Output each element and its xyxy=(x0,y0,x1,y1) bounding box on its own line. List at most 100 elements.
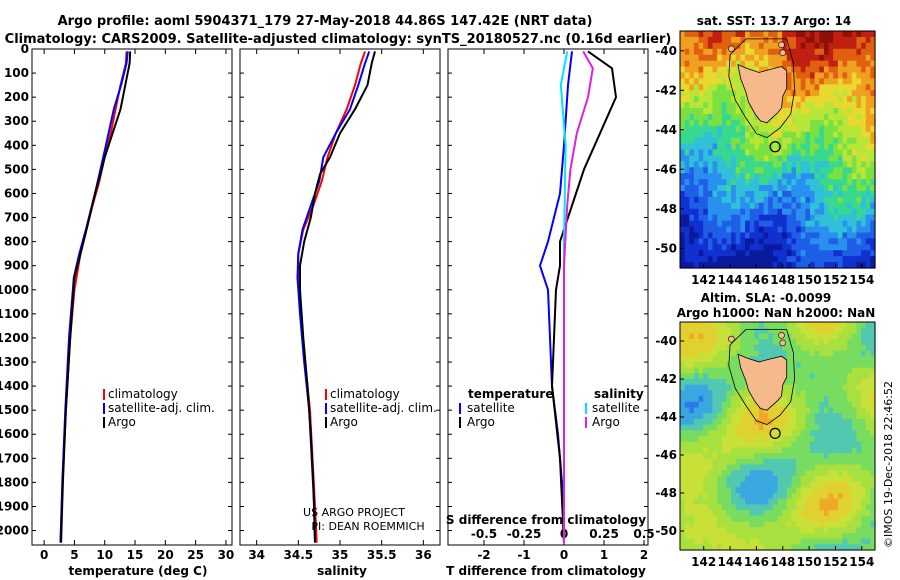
legend-label: satellite xyxy=(592,401,640,415)
x-tick-label: -2 xyxy=(477,548,490,562)
x-tick-label: 35.5 xyxy=(367,548,397,562)
imos-timestamp: ©IMOS 19-Dec-2018 22:46:52 xyxy=(882,381,895,548)
tasmania-land xyxy=(737,353,788,411)
map-y-tick-label: -42 xyxy=(655,372,677,386)
y-tick-label: 500 xyxy=(4,162,29,176)
map-x-tick-label: 150 xyxy=(797,273,822,287)
y-tick-label: 1100 xyxy=(0,307,29,321)
y-tick-label: 200 xyxy=(4,90,29,104)
x-tick-label: 5 xyxy=(70,548,78,562)
legend-label: climatology xyxy=(330,387,400,401)
map-y-tick-label: -44 xyxy=(655,123,677,137)
pi-annotation: PI: DEAN ROEMMICH xyxy=(311,520,424,533)
x-tick-label: 35 xyxy=(332,548,349,562)
y-tick-label: 300 xyxy=(4,114,29,128)
y-tick-label: 1600 xyxy=(0,427,29,441)
y-tick-label: 1300 xyxy=(0,355,29,369)
sla-map: 142 144 146 148 150 152 154 -40 -42 -44 -46 -48 -50 xyxy=(655,321,876,569)
sla-map-title-line2: Argo h1000: NaN h2000: NaN xyxy=(677,306,876,320)
map-x-tick-label: 152 xyxy=(823,273,848,287)
argo-position-marker xyxy=(769,427,781,439)
map-x-tick-label: 154 xyxy=(849,273,874,287)
project-annotation: US ARGO PROJECT xyxy=(303,506,405,519)
x-tick-label: 2 xyxy=(640,548,648,562)
legend-label: satellite xyxy=(467,401,515,415)
y-tick-label: 0 xyxy=(21,42,29,56)
map-raster xyxy=(680,322,876,551)
y-tick-label: 1200 xyxy=(0,331,29,345)
legend-label: satellite-adj. clim. xyxy=(108,401,215,415)
shelf-contour xyxy=(728,38,796,139)
x-tick-label: 10 xyxy=(96,548,113,562)
map-raster xyxy=(680,31,876,269)
x-tick-label: 30 xyxy=(218,548,235,562)
y-tick-label: 1400 xyxy=(0,379,29,393)
series-line-argo xyxy=(60,51,132,543)
map-x-tick-label: 146 xyxy=(744,555,769,569)
legend-label: Argo xyxy=(467,415,495,429)
map-x-tick-label: 150 xyxy=(797,555,822,569)
y-tick-label: 1900 xyxy=(0,499,29,513)
top-tick-label: -0.25 xyxy=(507,527,542,541)
map-x-tick-label: 142 xyxy=(691,555,716,569)
map-x-tick-label: 146 xyxy=(744,273,769,287)
series-line-argo xyxy=(299,51,376,543)
y-tick-label: 1500 xyxy=(0,403,29,417)
x-tick-label: 36 xyxy=(415,548,432,562)
salinity-axis-label: salinity xyxy=(317,564,367,578)
legend-label: climatology xyxy=(108,387,178,401)
island xyxy=(728,335,735,343)
y-tick-label: 1800 xyxy=(0,475,29,489)
sst-map: 142 144 146 148 150 152 154 -40 -42 -44 -46 -48 -50 xyxy=(655,30,876,287)
y-tick-label: 1000 xyxy=(0,283,29,297)
map-y-tick-label: -48 xyxy=(655,202,677,216)
series-line-argo_salinity xyxy=(563,50,594,543)
x-tick-label: -1 xyxy=(517,548,530,562)
x-tick-label: 20 xyxy=(157,548,174,562)
x-tick-label: 15 xyxy=(127,548,144,562)
temperature-axis-label: temperature (deg C) xyxy=(69,564,208,578)
map-x-tick-label: 152 xyxy=(823,555,848,569)
x-tick-label: 34.5 xyxy=(284,548,314,562)
plot-frame xyxy=(31,48,233,546)
top-tick-label: 0.5 xyxy=(633,527,654,541)
island xyxy=(728,45,735,53)
y-tick-label: 900 xyxy=(4,259,29,273)
map-y-tick-label: -48 xyxy=(655,486,677,500)
difference-axis-label: T difference from climatology xyxy=(446,564,646,578)
top-tick-label: -0.5 xyxy=(471,527,497,541)
y-tick-label: 800 xyxy=(4,235,29,249)
y-tick-label: 2000 xyxy=(0,524,29,538)
map-y-tick-label: -44 xyxy=(655,410,677,424)
top-tick-label: 0.25 xyxy=(589,527,619,541)
y-tick-label: 700 xyxy=(4,211,29,225)
map-frame xyxy=(679,30,876,269)
island xyxy=(779,339,787,347)
x-tick-label: 1 xyxy=(600,548,608,562)
y-tick-label: 400 xyxy=(4,138,29,152)
map-x-tick-label: 148 xyxy=(770,273,795,287)
legend-title: salinity xyxy=(594,387,644,401)
y-tick-label: 1700 xyxy=(0,451,29,465)
map-y-tick-label: -50 xyxy=(655,241,677,255)
sla-map-title-line1: Altim. SLA: -0.0099 xyxy=(701,291,832,305)
y-tick-label: 100 xyxy=(4,66,29,80)
map-x-tick-label: 148 xyxy=(770,555,795,569)
tasmania-land xyxy=(737,63,788,124)
x-tick-label: 0 xyxy=(560,548,568,562)
map-y-tick-label: -40 xyxy=(655,334,677,348)
legend-label: Argo xyxy=(330,415,358,429)
difference-top-axis-label: S difference from climatology xyxy=(446,513,646,527)
map-y-tick-label: -40 xyxy=(655,44,677,58)
x-tick-label: 0 xyxy=(40,548,48,562)
map-x-tick-label: 142 xyxy=(691,273,716,287)
map-x-tick-label: 144 xyxy=(718,273,743,287)
x-tick-label: 25 xyxy=(187,548,204,562)
legend-title: temperature xyxy=(468,387,553,401)
figure-title-line1: Argo profile: aoml 5904371_179 27-May-20… xyxy=(58,14,593,29)
map-y-tick-label: -46 xyxy=(655,448,677,462)
x-tick-label: 34 xyxy=(248,548,265,562)
island xyxy=(778,41,785,49)
